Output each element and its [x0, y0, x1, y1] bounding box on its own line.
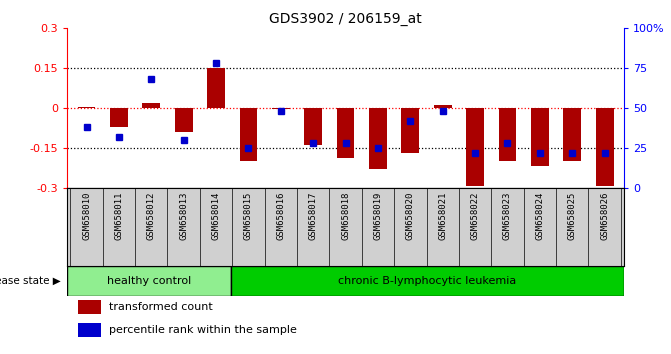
- Text: GSM658025: GSM658025: [568, 192, 576, 240]
- Bar: [231, 266, 624, 296]
- Text: GSM658016: GSM658016: [276, 192, 285, 240]
- Text: GSM658012: GSM658012: [147, 192, 156, 240]
- Text: disease state ▶: disease state ▶: [0, 275, 60, 286]
- Bar: [78, 107, 95, 108]
- Text: GSM658026: GSM658026: [600, 192, 609, 240]
- Text: chronic B-lymphocytic leukemia: chronic B-lymphocytic leukemia: [338, 275, 517, 286]
- Bar: [207, 68, 225, 108]
- Bar: [499, 108, 517, 161]
- Text: GSM658019: GSM658019: [374, 192, 382, 240]
- Bar: [272, 108, 290, 109]
- Bar: [304, 108, 322, 145]
- Bar: [240, 108, 258, 161]
- Bar: [337, 108, 354, 159]
- Bar: [433, 105, 452, 108]
- Bar: [110, 108, 127, 127]
- Bar: [79, 323, 101, 337]
- Text: percentile rank within the sample: percentile rank within the sample: [109, 325, 297, 335]
- Bar: [466, 108, 484, 186]
- Bar: [174, 108, 193, 132]
- Bar: [531, 108, 549, 166]
- Bar: [142, 103, 160, 108]
- Bar: [401, 108, 419, 153]
- Text: healthy control: healthy control: [107, 275, 191, 286]
- Text: GSM658013: GSM658013: [179, 192, 188, 240]
- Bar: [596, 108, 613, 186]
- Text: GSM658017: GSM658017: [309, 192, 317, 240]
- Bar: [564, 108, 581, 161]
- Text: GSM658021: GSM658021: [438, 192, 447, 240]
- Text: GSM658023: GSM658023: [503, 192, 512, 240]
- Bar: [67, 266, 231, 296]
- Text: GSM658022: GSM658022: [470, 192, 480, 240]
- Text: GSM658024: GSM658024: [535, 192, 544, 240]
- Text: transformed count: transformed count: [109, 302, 213, 312]
- Text: GSM658020: GSM658020: [406, 192, 415, 240]
- Text: GSM658014: GSM658014: [211, 192, 221, 240]
- Title: GDS3902 / 206159_at: GDS3902 / 206159_at: [269, 12, 422, 26]
- Text: GSM658018: GSM658018: [341, 192, 350, 240]
- Text: GSM658011: GSM658011: [115, 192, 123, 240]
- Text: GSM658010: GSM658010: [82, 192, 91, 240]
- Bar: [79, 300, 101, 314]
- Text: GSM658015: GSM658015: [244, 192, 253, 240]
- Bar: [369, 108, 387, 169]
